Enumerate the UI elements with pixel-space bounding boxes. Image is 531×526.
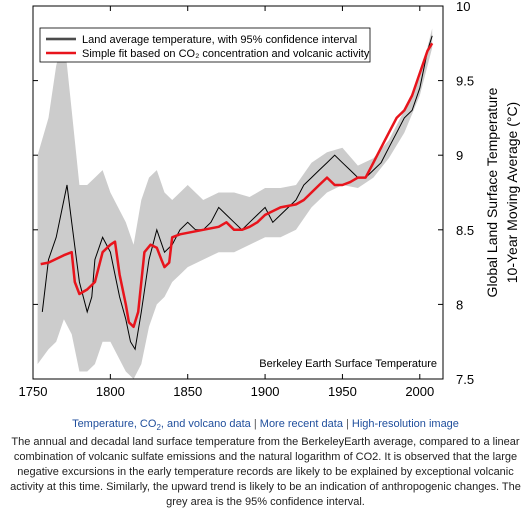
high-resolution-image-link[interactable]: High-resolution image: [351, 418, 459, 430]
temperature-chart: 1750 1800 1850 1900 1950 2000 7.5 8 8.5 9 9.5 10 Glo…: [19, 0, 520, 399]
confidence-interval-band: [37, 28, 433, 380]
x-tick-label: 1900: [251, 384, 280, 399]
y-axis-title-line-1: Global Land Surface Temperature: [484, 87, 500, 297]
figure-caption: Temperature, CO2, and volcano data | Mor…: [4, 417, 527, 510]
y-tick-label: 8.5: [456, 223, 474, 238]
link-separator: |: [250, 418, 260, 430]
caption-links: Temperature, CO2, and volcano data | Mor…: [4, 417, 527, 435]
legend-fit-label: Simple fit based on CO₂ concentration an…: [82, 48, 370, 60]
data-link-text-end: , and volcano data: [160, 418, 251, 430]
legend-temperature-label: Land average temperature, with 95% confi…: [82, 34, 357, 46]
chart-canvas: 1750 1800 1850 1900 1950 2000 7.5 8 8.5 9 9.5 10 Glo…: [19, 0, 520, 399]
x-tick-label: 1850: [173, 384, 202, 399]
legend: Land average temperature, with 95% confi…: [39, 27, 371, 63]
x-tick-label: 1950: [328, 384, 357, 399]
legend-box: [39, 27, 371, 63]
co2-volcanic-fit-line: [40, 42, 434, 329]
link-separator: |: [342, 418, 352, 430]
more-recent-data-link[interactable]: More recent data: [259, 418, 343, 430]
data-link-subscript: 2: [156, 423, 161, 433]
x-tick-label: 1800: [96, 384, 125, 399]
caption-description: The annual and decadal land surface temp…: [10, 436, 521, 509]
x-tick-label: 1750: [19, 384, 48, 399]
y-tick-label: 10: [456, 0, 470, 14]
y-tick-label: 7.5: [456, 372, 474, 387]
plot-frame: [32, 5, 444, 380]
y-tick-label: 9.5: [456, 74, 474, 89]
chart-watermark: Berkeley Earth Surface Temperature: [259, 358, 437, 370]
y-tick-label: 9: [456, 148, 463, 163]
data-link-text: Temperature, CO: [72, 418, 157, 430]
y-axis-title-line-2: 10-Year Moving Average (°C): [504, 102, 520, 283]
x-tick-label: 2000: [405, 384, 434, 399]
y-tick-label: 8: [456, 297, 463, 312]
data-link[interactable]: Temperature, CO2, and volcano data: [72, 418, 251, 433]
